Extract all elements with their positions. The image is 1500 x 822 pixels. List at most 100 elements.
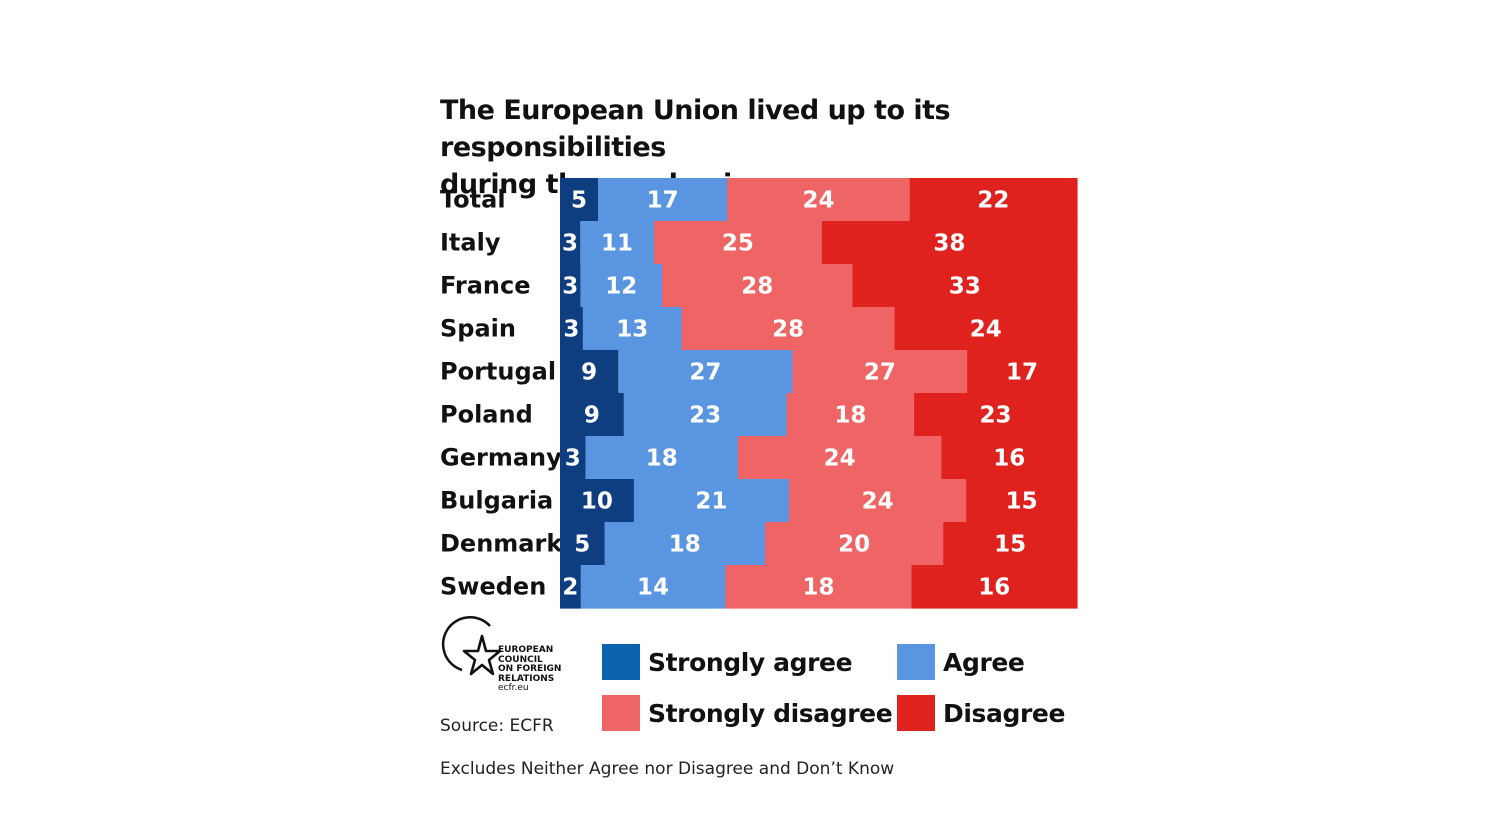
row-label-italy: Italy: [440, 229, 501, 257]
bar-portugal-strongly-agree: [560, 350, 619, 394]
row-label-sweden: Sweden: [440, 573, 546, 601]
data-label-france-agree: 12: [605, 274, 637, 300]
data-label-bulgaria-disagree: 15: [1006, 489, 1038, 515]
bar-total-strongly-disagree: [727, 178, 911, 222]
data-label-total-disagree: 22: [977, 188, 1009, 214]
bar-italy-agree: [580, 221, 655, 265]
bar-spain-strongly-disagree: [681, 307, 896, 351]
bar-france-strongly-disagree: [662, 264, 854, 308]
bar-denmark-strongly-disagree: [765, 522, 944, 566]
bar-france-disagree: [852, 264, 1078, 308]
bar-germany-strongly-agree: [560, 436, 587, 480]
bar-poland-disagree: [914, 393, 1078, 437]
bar-sweden-strongly-disagree: [725, 565, 913, 609]
data-label-poland-agree: 23: [689, 403, 721, 429]
data-label-sweden-strongly-agree: 2: [562, 575, 578, 601]
row-label-portugal: Portugal: [440, 358, 556, 386]
data-label-italy-strongly-agree: 3: [562, 231, 578, 257]
data-label-italy-strongly-disagree: 25: [722, 231, 754, 257]
footnote: Excludes Neither Agree nor Disagree and …: [440, 759, 895, 779]
ecfr-logo: [438, 614, 568, 694]
bar-spain-strongly-agree: [560, 307, 584, 351]
data-label-bulgaria-strongly-disagree: 24: [862, 489, 894, 515]
legend-item-agree: Agree: [897, 644, 1025, 680]
bar-portugal-strongly-disagree: [792, 350, 968, 394]
data-label-sweden-disagree: 16: [978, 575, 1010, 601]
legend-swatch-strongly-disagree: [602, 695, 640, 731]
bar-france-agree: [580, 264, 663, 308]
bar-sweden-strongly-agree: [560, 565, 582, 609]
data-label-spain-agree: 13: [616, 317, 648, 343]
data-label-total-strongly-agree: 5: [571, 188, 587, 214]
logo-line-1: EUROPEAN: [498, 645, 554, 655]
data-label-germany-agree: 18: [646, 446, 678, 472]
legend-item-strongly-agree: Strongly agree: [602, 644, 853, 680]
legend-label-agree: Agree: [943, 647, 1025, 677]
logo-line-2: COUNCIL: [498, 654, 543, 665]
row-label-bulgaria: Bulgaria: [440, 487, 553, 515]
bar-italy-strongly-disagree: [654, 221, 823, 265]
data-label-portugal-disagree: 17: [1006, 360, 1038, 386]
data-label-poland-disagree: 23: [980, 403, 1012, 429]
data-label-spain-strongly-disagree: 28: [772, 317, 804, 343]
data-label-germany-strongly-disagree: 24: [824, 446, 856, 472]
data-label-france-strongly-disagree: 28: [741, 274, 773, 300]
data-label-germany-strongly-agree: 3: [565, 446, 581, 472]
data-label-portugal-strongly-agree: 9: [581, 360, 597, 386]
legend-swatch-disagree: [897, 695, 935, 731]
bar-denmark-strongly-agree: [560, 522, 606, 566]
data-label-portugal-agree: 27: [689, 360, 721, 386]
legend-label-disagree: Disagree: [943, 698, 1066, 728]
legend: Strongly agree Agree Strongly disagree D…: [600, 642, 1080, 742]
row-label-denmark: Denmark: [440, 530, 563, 558]
data-label-italy-agree: 11: [601, 231, 633, 257]
bar-italy-strongly-agree: [560, 221, 581, 265]
data-label-portugal-strongly-disagree: 27: [864, 360, 896, 386]
legend-label-strongly-agree: Strongly agree: [648, 647, 853, 677]
ecfr-star-icon: [441, 616, 502, 676]
row-label-total: Total: [440, 186, 506, 214]
data-label-france-strongly-agree: 3: [562, 274, 578, 300]
bar-germany-disagree: [941, 436, 1078, 480]
bar-denmark-agree: [604, 522, 766, 566]
row-label-germany: Germany: [440, 444, 562, 472]
data-label-italy-disagree: 38: [933, 231, 965, 257]
data-label-denmark-disagree: 15: [994, 532, 1026, 558]
data-label-poland-strongly-disagree: 18: [834, 403, 866, 429]
logo-line-4: RELATIONS: [498, 673, 555, 684]
bar-germany-strongly-disagree: [737, 436, 942, 480]
data-label-germany-disagree: 16: [993, 446, 1025, 472]
bar-total-agree: [598, 178, 728, 222]
data-label-total-agree: 17: [647, 188, 679, 214]
data-label-denmark-strongly-disagree: 20: [838, 532, 870, 558]
data-label-bulgaria-agree: 21: [695, 489, 727, 515]
bar-france-strongly-agree: [560, 264, 582, 308]
bar-poland-strongly-agree: [560, 393, 625, 437]
bar-sweden-agree: [580, 565, 727, 609]
chart-title-line-1: The European Union lived up to its respo…: [440, 95, 951, 163]
logo-url: ecfr.eu: [498, 683, 529, 693]
data-label-bulgaria-strongly-agree: 10: [581, 489, 613, 515]
data-label-spain-disagree: 24: [970, 317, 1002, 343]
data-label-poland-strongly-agree: 9: [584, 403, 600, 429]
legend-item-disagree: Disagree: [897, 695, 1065, 731]
bar-poland-strongly-disagree: [786, 393, 915, 437]
row-label-spain: Spain: [440, 315, 516, 343]
data-label-france-disagree: 33: [949, 274, 981, 300]
bar-bulgaria-disagree: [966, 479, 1078, 523]
ecfr-logo-text: EUROPEAN COUNCIL ON FOREIGN RELATIONS ec…: [498, 645, 562, 694]
bar-total-disagree: [909, 178, 1078, 222]
data-label-denmark-strongly-agree: 5: [574, 532, 590, 558]
legend-item-strongly-disagree: Strongly disagree: [602, 695, 893, 731]
legend-swatch-agree: [897, 644, 935, 680]
bar-sweden-disagree: [911, 565, 1078, 609]
bar-poland-agree: [623, 393, 788, 437]
logo-line-3: ON FOREIGN: [498, 664, 562, 674]
data-label-total-strongly-disagree: 24: [802, 188, 834, 214]
data-label-sweden-agree: 14: [637, 575, 669, 601]
bar-bulgaria-strongly-disagree: [788, 479, 967, 523]
bar-bulgaria-strongly-agree: [560, 479, 635, 523]
row-label-france: France: [440, 272, 530, 300]
bar-italy-disagree: [821, 221, 1078, 265]
